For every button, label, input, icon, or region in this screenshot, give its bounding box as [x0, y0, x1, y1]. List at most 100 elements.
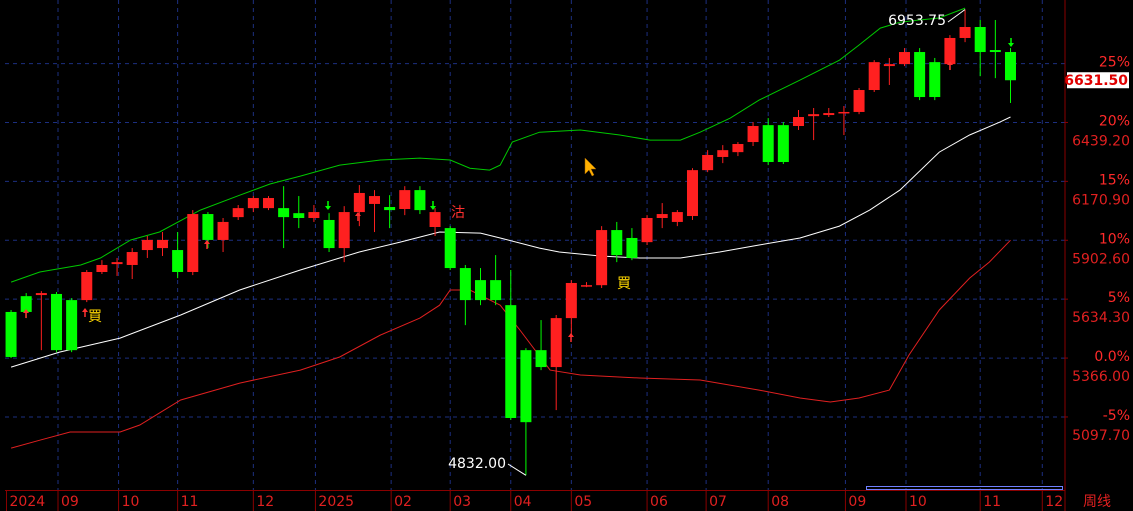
candle-body	[792, 117, 804, 127]
candle-body	[414, 190, 426, 211]
candle-body	[444, 228, 456, 269]
candle-body	[611, 230, 623, 256]
candle-body	[111, 262, 123, 265]
candle-body	[641, 217, 653, 243]
x-tick-label: 09	[848, 494, 866, 510]
candle-body	[35, 293, 47, 296]
low-leader	[507, 463, 527, 476]
band-line	[10, 7, 966, 283]
candle-body	[81, 272, 93, 301]
candle-body	[247, 198, 259, 209]
x-tick-label: 12	[256, 494, 274, 510]
candle-body	[898, 52, 910, 65]
x-tick-label: 03	[453, 494, 471, 510]
candle-body	[429, 212, 441, 227]
candle-body	[459, 268, 471, 301]
last-price-box	[1067, 72, 1129, 89]
candle-body	[565, 282, 577, 319]
y-tick-label: 5097.70	[1072, 428, 1130, 444]
candle-body	[172, 250, 184, 273]
candle-body	[974, 27, 986, 53]
candle-body	[126, 252, 138, 265]
y2-tick-label: 5%	[1108, 290, 1130, 306]
y-tick-label: 6170.90	[1072, 192, 1130, 208]
y-tick-label: 5366.00	[1072, 369, 1130, 385]
candle-body	[474, 280, 486, 301]
last-price-label: 6631.50	[1064, 73, 1128, 89]
scrollbar	[866, 486, 1063, 490]
x-tick-label: 06	[650, 494, 668, 510]
x-tick-label: 2025	[318, 494, 354, 510]
y2-tick-label: -5%	[1103, 408, 1130, 424]
signal-label: 買	[617, 276, 631, 292]
signal-arrow-head	[568, 333, 574, 337]
candle-body	[914, 52, 926, 98]
candle-body	[838, 111, 850, 114]
candle-body	[656, 214, 668, 218]
candle-body	[217, 221, 229, 240]
candle-body	[262, 198, 274, 209]
y2-tick-label: 20%	[1099, 114, 1130, 130]
y2-tick-label: 0.0%	[1094, 349, 1130, 365]
candle-body	[384, 207, 396, 211]
candle-body	[1004, 52, 1016, 81]
x-tick-label: 11	[983, 494, 1001, 510]
candle-body	[777, 125, 789, 163]
candle-body	[989, 50, 1001, 53]
candle-body	[323, 219, 335, 249]
x-tick-label: 2024	[10, 494, 46, 510]
mouse-cursor	[584, 157, 597, 177]
candle-body	[187, 214, 199, 273]
x-tick-label: 10	[909, 494, 927, 510]
grid	[5, 0, 1065, 490]
candle-body	[50, 293, 62, 351]
candle-body	[520, 350, 532, 423]
high-leader	[947, 9, 966, 23]
x-tick-label: 12	[1045, 494, 1063, 510]
candle-body	[141, 239, 153, 251]
signal-arrow-head	[430, 206, 436, 210]
candle-body	[944, 37, 956, 65]
signal-arrow-head	[1008, 43, 1014, 47]
candle-body	[232, 208, 244, 218]
period-label: 周线	[1083, 494, 1111, 510]
candle-body	[278, 208, 290, 218]
candle-body	[596, 230, 608, 286]
candle-body	[747, 126, 759, 143]
candle-body	[717, 150, 729, 157]
y-tick-label: 5634.30	[1072, 310, 1130, 326]
candle-body	[202, 214, 214, 240]
candle-body	[580, 285, 592, 287]
low-label: 4832.00	[448, 456, 506, 472]
candle-body	[353, 192, 365, 213]
candle-body	[338, 212, 350, 249]
candle-body	[368, 196, 380, 204]
y2-tick-label: 25%	[1099, 55, 1130, 71]
signal-arrow-head	[82, 308, 88, 312]
x-tick-label: 10	[122, 494, 140, 510]
candle-body	[929, 62, 941, 98]
x-tick-label: 11	[181, 494, 199, 510]
y2-tick-label: 10%	[1099, 231, 1130, 247]
candle-body	[490, 280, 502, 301]
signal-arrow-head	[325, 206, 331, 210]
y-tick-label: 5902.60	[1072, 251, 1130, 267]
signal-label: 買	[88, 309, 102, 325]
signal-arrow-head	[355, 212, 361, 216]
candle-body	[853, 90, 865, 112]
candle-body	[883, 64, 895, 67]
candle-body	[5, 311, 17, 357]
candle-body	[823, 113, 835, 116]
x-tick-label: 07	[709, 494, 727, 510]
candle-body	[66, 300, 78, 351]
candle-body	[293, 213, 305, 218]
candle-body	[399, 190, 411, 209]
candle-body	[671, 212, 683, 222]
candle-body	[702, 154, 714, 171]
candle-body	[96, 264, 108, 273]
candle-body	[868, 62, 880, 91]
signal-arrow-head	[947, 61, 953, 65]
